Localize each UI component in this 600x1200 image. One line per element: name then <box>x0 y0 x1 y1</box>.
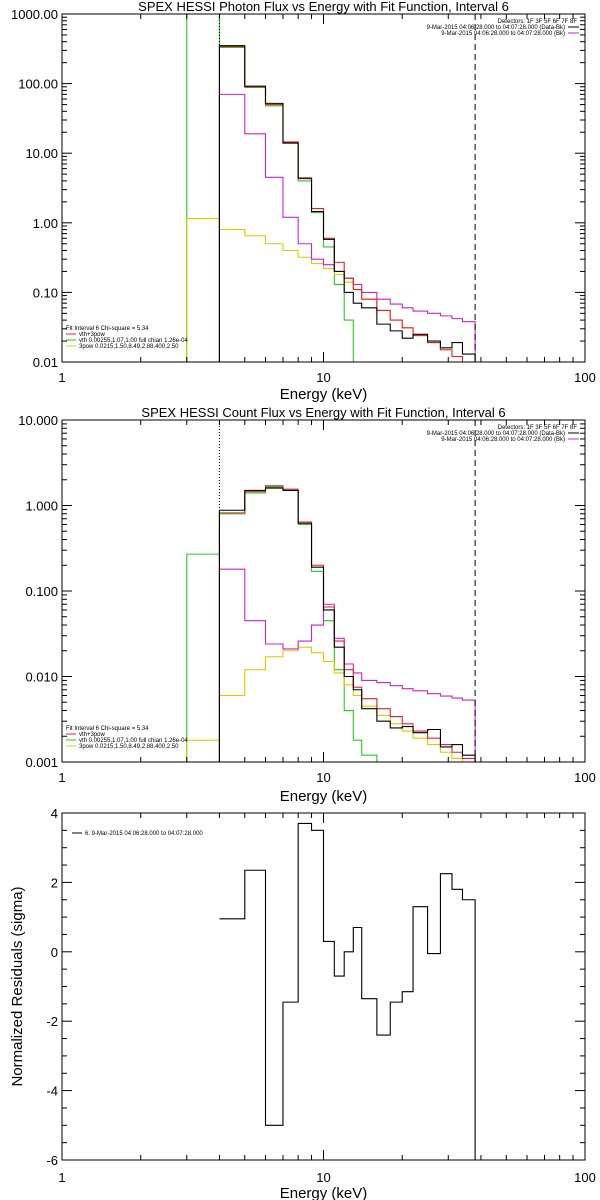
legend-bottom-text: 3pow 0.0215,1.50,8.49,2.88,400,2.50 <box>79 744 179 750</box>
y-tick-label: 10.000 <box>18 413 58 428</box>
y-tick-label: 1000.00 <box>11 7 58 22</box>
y-tick-label: 10.00 <box>25 146 58 161</box>
x-tick-label: 1 <box>58 770 65 785</box>
legend-top-text: 9-Mar-2015 04:06:28.000 to 04:07:28.000 … <box>441 31 565 37</box>
photon-flux-panel: SPEX HESSI Photon Flux vs Energy with Fi… <box>11 0 596 403</box>
y-tick-label: 100.00 <box>18 77 58 92</box>
series-line-4 <box>218 45 476 362</box>
series-line-0 <box>186 14 363 362</box>
x-tick-label: 100 <box>574 1170 596 1185</box>
y-tick-label: 0.010 <box>25 670 58 685</box>
series-line-0 <box>219 822 476 1160</box>
y-tick-label: 1.000 <box>25 499 58 514</box>
legend-bottom-text: vth+3pow <box>79 732 106 738</box>
x-tick-label: 100 <box>574 770 596 785</box>
legend-top-text: 9-Mar-2015 04:06:28.000 to 04:07:28.000 … <box>427 431 565 437</box>
x-tick-label: 1 <box>58 370 65 385</box>
y-tick-label: -2 <box>46 1014 58 1029</box>
legend-bottom-text: vth+3pow <box>79 332 106 338</box>
x-tick-label: 10 <box>316 770 330 785</box>
series-line-4 <box>218 487 476 762</box>
y-tick-label: -4 <box>46 1084 58 1099</box>
legend-bottom-text: 3pow 0.0215,1.50,8.49,2.88,400,2.50 <box>79 344 179 350</box>
y-tick-label: 2 <box>51 875 58 890</box>
x-tick-label: 1 <box>58 1170 65 1185</box>
x-tick-label: 10 <box>316 370 330 385</box>
count-flux-panel: SPEX HESSI Count Flux vs Energy with Fit… <box>18 405 596 805</box>
series-line-2 <box>218 93 476 362</box>
legend-bottom-text: Fit Interval 6 Chi-square = 5.34 <box>66 326 149 332</box>
series-line-2 <box>218 568 476 762</box>
legend-top-text: Detectors: 1F 3F 5F 6F 7F 8F <box>498 19 578 25</box>
x-axis-label: Energy (keV) <box>280 1185 368 1200</box>
chart-title: SPEX HESSI Count Flux vs Energy with Fit… <box>141 405 505 420</box>
chart-title: SPEX HESSI Photon Flux vs Energy with Fi… <box>138 0 509 14</box>
x-tick-label: 100 <box>574 370 596 385</box>
y-tick-label: 0.01 <box>33 355 58 370</box>
legend-top-text: Detectors: 1F 3F 5F 6F 7F 8F <box>498 425 578 431</box>
x-axis-label: Energy (keV) <box>280 788 368 805</box>
legend-bottom-text: Fit Interval 6 Chi-square = 5.34 <box>66 726 149 732</box>
x-axis-label: Energy (keV) <box>280 386 368 403</box>
legend-top-left-text: 6. 9-Mar-2015 04:06:28.000 to 04:07:28.0… <box>85 831 203 837</box>
residuals-panel: 1 10 100 -6 -4 -2 0 2 4 Energy (keV) Normalized Re… <box>9 806 596 1200</box>
y-tick-label: 0.001 <box>25 755 58 770</box>
legend-top-text: 9-Mar-2015 04:06:28.000 to 04:07:28.000 … <box>427 25 565 31</box>
y-axis-label: Normalized Residuals (sigma) <box>9 886 26 1086</box>
legend-top-text: 9-Mar-2015 04:06:28.000 to 04:07:28.000 … <box>441 437 565 443</box>
legend-bottom-text: vth 0.00255,1.07,1.00 full chian 1.26e-0… <box>79 738 188 744</box>
y-tick-label: -6 <box>46 1153 58 1168</box>
y-tick-label: 0 <box>51 945 58 960</box>
x-tick-label: 10 <box>316 1170 330 1185</box>
y-tick-label: 1.00 <box>33 216 58 231</box>
y-tick-label: 0.100 <box>25 584 58 599</box>
y-tick-label: 4 <box>51 806 58 821</box>
legend-bottom-text: vth 0.00255,1.07,1.00 full chian 1.26e-0… <box>79 338 188 344</box>
y-tick-label: 0.10 <box>33 285 58 300</box>
